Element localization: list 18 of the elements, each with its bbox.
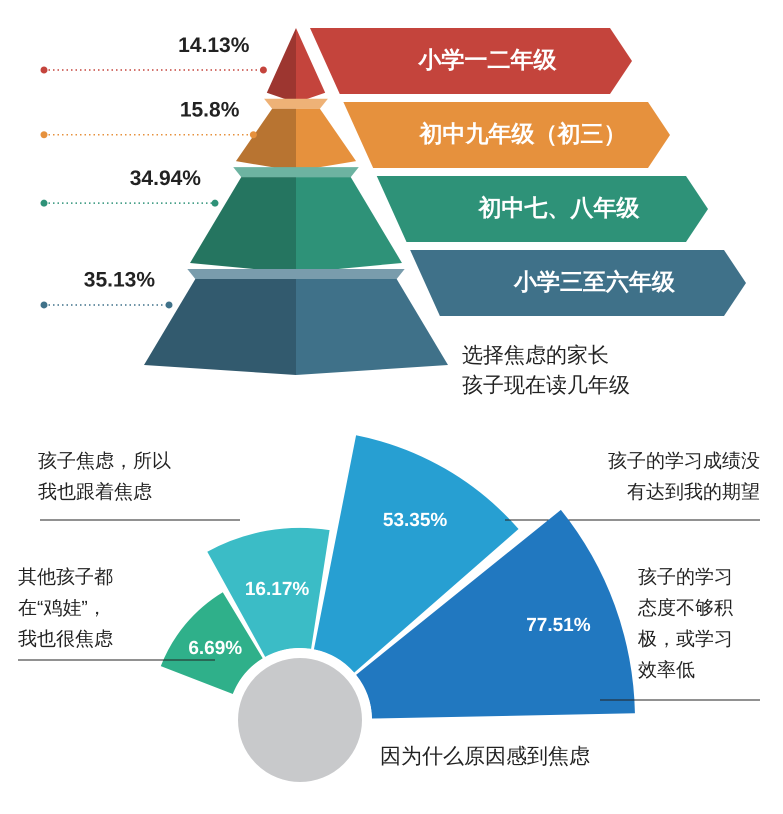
category-label: 孩子焦虑，所以我也跟着焦虑 (38, 451, 171, 504)
category-label: 初中九年级（初三） (418, 120, 627, 146)
data-label: 34.94% (130, 166, 202, 190)
data-label: 16.17% (244, 579, 310, 600)
category-label: 小学一二年级 (417, 46, 558, 72)
category-label: 孩子的学习成绩没有达到我的期望 (608, 451, 760, 504)
data-label: 53.35% (382, 510, 448, 531)
data-label: 15.8% (180, 98, 240, 122)
data-label: 77.51% (526, 615, 591, 636)
category-label: 其他孩子都在“鸡娃”，我也很焦虑 (18, 567, 113, 650)
category-label: 小学三至六年级 (512, 268, 676, 294)
category-label: 初中七、八年级 (477, 194, 640, 220)
text: 因为什么原因感到焦虑 (380, 744, 590, 768)
category-label: 孩子的学习态度不够积极，或学习效率低 (637, 567, 733, 682)
text: 选择焦虑的家长孩子现在读几年级 (462, 344, 630, 397)
data-label: 14.13% (178, 34, 250, 57)
data-label: 6.69% (188, 638, 242, 660)
data-label: 35.13% (84, 268, 156, 292)
